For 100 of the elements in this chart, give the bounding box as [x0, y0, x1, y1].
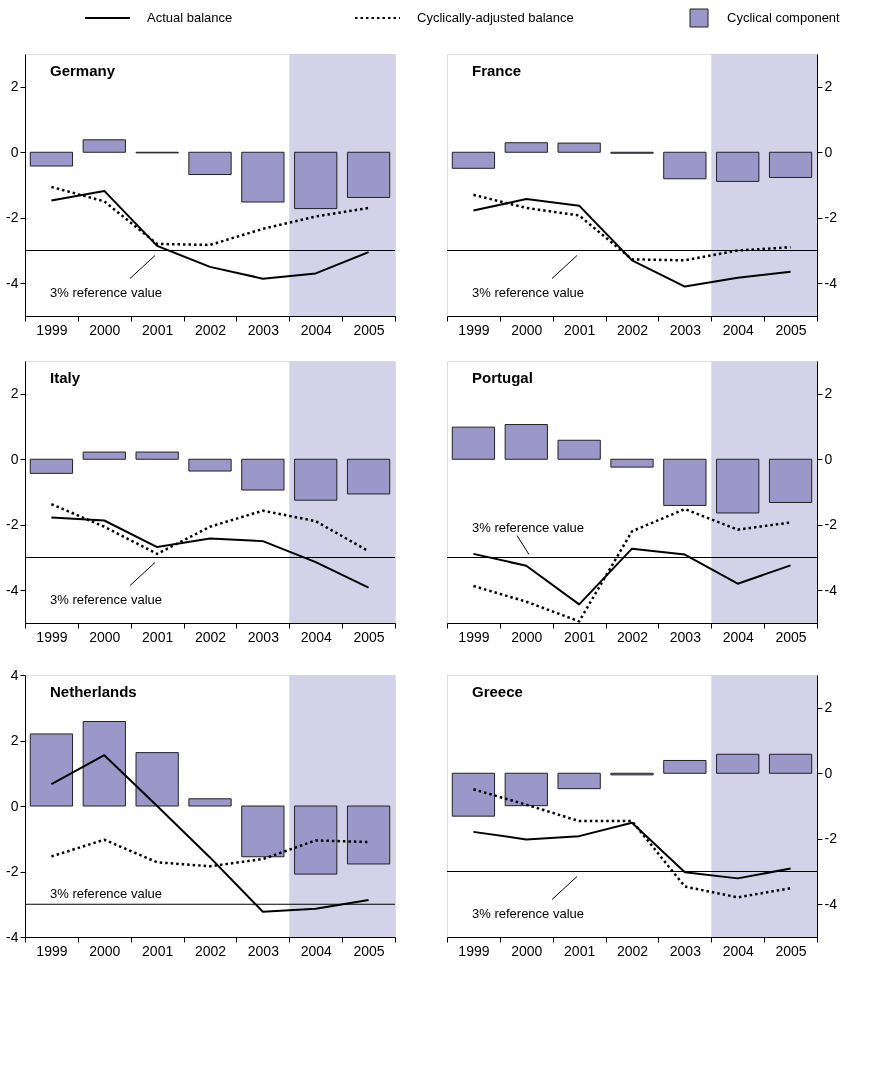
x-tick-label: 2001 [142, 321, 174, 338]
x-tick-label: 2002 [616, 628, 649, 645]
legend-label: Cyclical component [727, 10, 841, 25]
text: Italy [50, 369, 81, 386]
bar [610, 458, 654, 468]
bar [451, 772, 496, 817]
y-tick-label: 0 [10, 450, 19, 467]
x-tick-label: 2000 [511, 321, 543, 338]
x-tick-label: 2002 [616, 321, 649, 338]
x-tick-label: 2003 [669, 321, 702, 338]
x-tick-label: 2004 [300, 321, 332, 338]
y-tick-label: -2 [824, 209, 838, 226]
legend-label: Actual balance [147, 10, 233, 25]
bar [451, 151, 496, 169]
bar [716, 753, 760, 774]
bar [716, 151, 760, 182]
bar [768, 458, 813, 503]
y-tick-label: 0 [824, 764, 833, 781]
y-tick-label: -2 [824, 516, 838, 533]
y-tick-label: 0 [10, 143, 19, 160]
x-tick-label: 2001 [564, 321, 596, 338]
bar [716, 458, 760, 514]
x-tick-label: 1999 [458, 321, 490, 338]
bar [663, 759, 707, 774]
y-tick-label: 2 [824, 385, 833, 402]
bar [504, 772, 548, 807]
y-tick-label: 4 [10, 666, 19, 683]
x-tick-label: 2002 [194, 942, 227, 959]
x-tick-label: 1999 [36, 321, 68, 338]
x-tick-label: 2004 [300, 628, 332, 645]
bar [135, 752, 179, 807]
y-tick-label: 0 [824, 450, 833, 467]
x-tick-label: 1999 [36, 942, 68, 959]
y-tick-label: 2 [10, 385, 19, 402]
x-tick-label: 2002 [616, 942, 649, 959]
y-tick-label: 2 [10, 78, 19, 95]
x-tick-label: 2000 [89, 942, 121, 959]
bar [504, 424, 548, 460]
text: Germany [50, 62, 116, 79]
text: Netherlands [50, 683, 137, 700]
x-tick-label: 2000 [89, 628, 121, 645]
y-tick-label: -4 [824, 274, 838, 291]
x-tick-label: 2004 [722, 321, 754, 338]
x-tick-label: 2002 [194, 321, 227, 338]
y-tick-label: -4 [6, 274, 19, 291]
x-tick-label: 2002 [194, 628, 227, 645]
bar [82, 721, 126, 807]
bar [663, 151, 707, 180]
bar [451, 426, 496, 460]
text: Greece [472, 683, 523, 700]
y-tick-label: 2 [824, 78, 833, 95]
bar [346, 805, 391, 865]
x-tick-label: 2001 [142, 942, 174, 959]
bar [557, 142, 601, 153]
legend-label: 3% reference value [472, 905, 585, 921]
x-tick-label: 2001 [564, 942, 596, 959]
x-tick-label: 2001 [142, 628, 174, 645]
y-tick-label: -4 [6, 928, 19, 945]
y-tick-label: -4 [6, 581, 19, 598]
x-tick-label: 2005 [353, 942, 385, 959]
ref-line-label: 3% reference value [472, 519, 585, 535]
bar [241, 805, 285, 858]
bar [557, 772, 601, 790]
bar [557, 439, 601, 460]
bar [188, 798, 232, 807]
bar [768, 151, 813, 178]
x-tick-label: 2004 [722, 942, 754, 959]
x-tick-label: 2005 [775, 628, 807, 645]
x-tick-label: 2000 [511, 628, 543, 645]
bar [768, 753, 813, 774]
ref-line-label: 3% reference value [50, 886, 163, 902]
bar [663, 458, 707, 506]
x-tick-label: 2004 [722, 628, 754, 645]
x-tick-label: 1999 [458, 942, 490, 959]
legend-label: Cyclically-adjusted balance [417, 10, 574, 25]
x-tick-label: 2003 [247, 942, 280, 959]
ref-line-label: 3% reference value [50, 284, 163, 300]
x-tick-label: 1999 [458, 628, 490, 645]
y-tick-label: -2 [6, 863, 19, 879]
text: France [472, 62, 522, 79]
bar [29, 733, 74, 807]
legend-label: 3% reference value [50, 591, 163, 607]
y-tick-label: -2 [6, 209, 19, 226]
y-tick-label: 0 [10, 797, 19, 814]
y-tick-label: -4 [824, 895, 838, 912]
x-tick-label: 2003 [669, 628, 702, 645]
y-tick-label: -2 [6, 516, 19, 533]
x-tick-label: 2000 [511, 942, 543, 959]
legend-label: 3% reference value [472, 284, 585, 300]
x-tick-label: 2004 [300, 942, 332, 959]
x-tick-label: 2003 [247, 321, 280, 338]
x-tick-label: 2000 [89, 321, 121, 338]
y-tick-label: 2 [824, 699, 833, 716]
text: Portugal [472, 369, 533, 386]
x-tick-label: 2005 [775, 321, 807, 338]
x-tick-label: 2005 [353, 321, 385, 338]
x-tick-label: 2005 [775, 942, 807, 959]
y-tick-label: 0 [824, 143, 833, 160]
y-tick-label: 2 [10, 732, 19, 748]
bar [504, 142, 548, 153]
